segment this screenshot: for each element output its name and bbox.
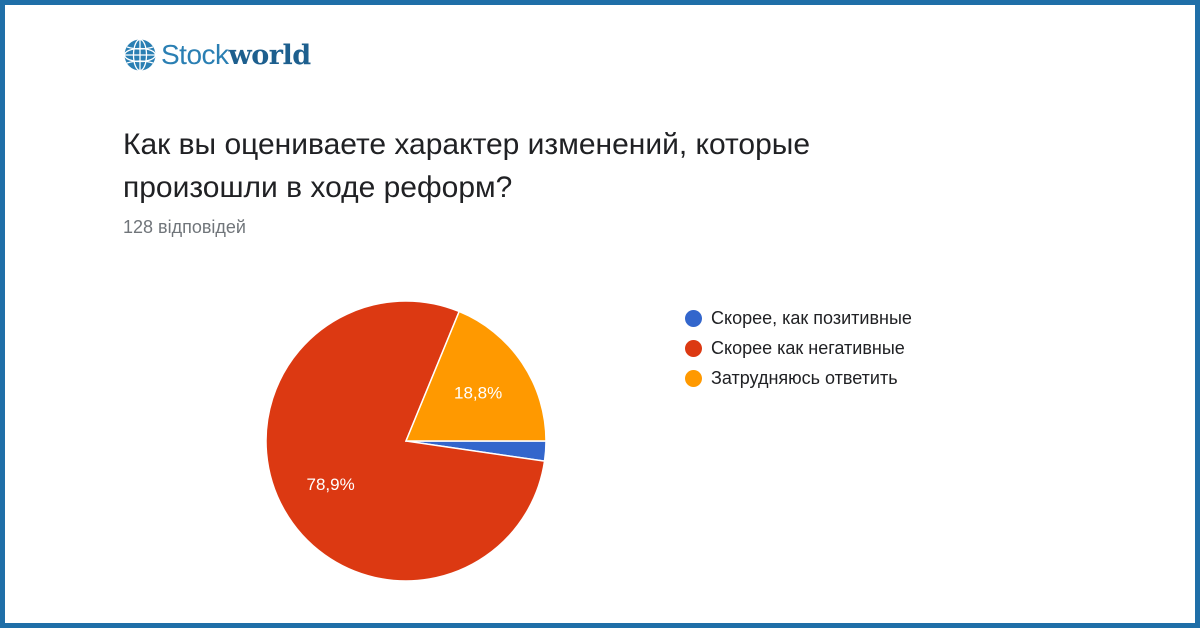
- chart-legend: Скорее, как позитивные Скорее как негатив…: [685, 303, 912, 393]
- globe-icon: [123, 38, 157, 72]
- pie-data-label-2: 78,9%: [307, 475, 355, 494]
- legend-label-1: Скорее, как позитивные: [711, 307, 912, 328]
- legend-swatch-2: [685, 339, 702, 357]
- response-count: 128 відповідей: [123, 217, 246, 237]
- legend-swatch-3: [685, 369, 702, 387]
- pie-data-label-3: 18,8%: [454, 384, 502, 403]
- brand-name-light: Stock: [161, 39, 229, 70]
- question-title: Как вы оцениваете характер изменений, ко…: [123, 128, 811, 204]
- legend-swatch-1: [685, 309, 702, 327]
- brand-name-bold: world: [228, 39, 312, 71]
- legend-item-1[interactable]: Скорее, как позитивные: [685, 303, 912, 333]
- legend-item-3[interactable]: Затрудняюсь ответить: [685, 363, 912, 393]
- legend-label-3: Затрудняюсь ответить: [711, 367, 898, 388]
- pie-chart: 78,9% 18,8%: [265, 300, 547, 582]
- pie-slice-3: [404, 310, 547, 442]
- brand-logo[interactable]: Stock world: [123, 37, 311, 73]
- legend-item-2[interactable]: Скорее как негативные: [685, 333, 912, 363]
- legend-label-2: Скорее как негативные: [711, 337, 905, 358]
